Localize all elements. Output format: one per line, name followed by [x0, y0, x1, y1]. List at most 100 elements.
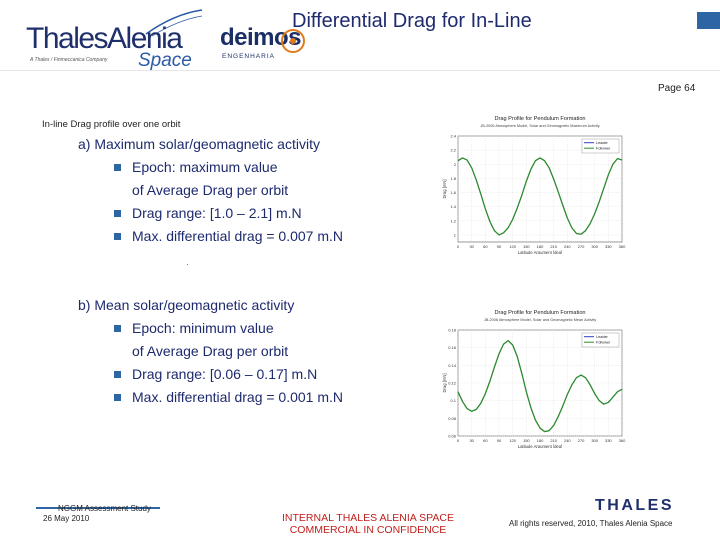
bullet-block-b: b) Mean solar/geomagnetic activity Epoch…: [78, 294, 343, 409]
y-tick-label: 0.12: [448, 381, 457, 386]
thales-alenia-space-logo: ThalesAlenia A Thales / Finmeccanica Com…: [26, 9, 203, 72]
y-axis-label: Drag [mN]: [442, 373, 447, 392]
logo-name: ThalesAlenia: [26, 22, 183, 55]
list-item-text: Drag range: [0.06 – 0.17] m.N: [132, 366, 318, 382]
page-number: Page 64: [658, 83, 696, 94]
x-tick-label: 210: [550, 438, 557, 443]
x-tick-label: 330: [605, 438, 612, 443]
confidentiality-notice: INTERNAL THALES ALENIA SPACE COMMERCIAL …: [282, 512, 454, 536]
stray-dot: [187, 264, 188, 265]
list-item: Drag range: [1.0 – 2.1] m.N: [114, 202, 343, 225]
square-bullet-icon: [114, 394, 121, 401]
corner-accent: [697, 12, 720, 29]
series-line-follower: [457, 339, 623, 433]
drag-chart-mean-activity: Drag Profile for Pendulum Formation JB-20…: [430, 308, 630, 448]
series-line-follower: [457, 157, 623, 236]
square-bullet-icon: [114, 233, 121, 240]
chart-subtitle: JB-2006 Atmosphere Model, Solar and Geom…: [484, 318, 596, 322]
square-bullet-icon: [114, 210, 121, 217]
legend-label: Leader: [596, 335, 609, 339]
square-bullet-icon: [114, 164, 121, 171]
y-tick-label: 0.06: [448, 434, 457, 439]
x-tick-label: 30: [469, 438, 474, 443]
header-divider: [0, 70, 720, 71]
list-item: Epoch: maximum value: [114, 156, 343, 179]
x-tick-label: 90: [497, 438, 502, 443]
x-tick-label: 120: [509, 244, 516, 249]
list-item-text: Epoch: maximum value: [132, 159, 278, 175]
x-tick-label: 210: [550, 244, 557, 249]
x-axis-label: Latitude Argument [deg]: [518, 444, 562, 448]
x-tick-label: 150: [523, 244, 530, 249]
x-tick-label: 180: [537, 438, 544, 443]
logo-tagline: A Thales / Finmeccanica Company: [30, 57, 108, 63]
x-tick-label: 330: [605, 244, 612, 249]
chart-svg: Drag Profile for Pendulum Formation JB-20…: [442, 310, 626, 448]
x-tick-label: 0: [457, 244, 460, 249]
list-item: Drag range: [0.06 – 0.17] m.N: [114, 363, 343, 386]
deimos-logo-subtitle: ENGENHARIA: [222, 53, 275, 60]
y-tick-label: 0.14: [448, 363, 457, 368]
square-bullet-icon: [114, 371, 121, 378]
y-tick-label: 2.2: [450, 148, 456, 153]
chart-svg: Drag Profile for Pendulum Formation JB-20…: [442, 116, 626, 254]
list-item: Epoch: minimum value: [114, 317, 343, 340]
x-tick-label: 240: [564, 244, 571, 249]
x-tick-label: 120: [509, 438, 516, 443]
chart-title: Drag Profile for Pendulum Formation: [494, 116, 585, 122]
bullet-block-a: a) Maximum solar/geomagnetic activity Ep…: [78, 133, 343, 248]
y-tick-label: 1: [454, 232, 457, 237]
block-heading: a) Maximum solar/geomagnetic activity: [78, 136, 320, 152]
list-item-text: Drag range: [1.0 – 2.1] m.N: [132, 205, 302, 221]
footer-study: NGGM Assessment Study: [58, 504, 151, 513]
copyright-notice: All rights reserved, 2010, Thales Alenia…: [509, 519, 673, 528]
footer-date: 26 May 2010: [43, 514, 90, 523]
list-item-text: Epoch: minimum value: [132, 320, 274, 336]
x-tick-label: 30: [469, 244, 474, 249]
legend-label: Follower: [596, 341, 611, 345]
y-tick-label: 1.4: [450, 204, 456, 209]
x-tick-label: 270: [578, 244, 585, 249]
x-tick-label: 270: [578, 438, 585, 443]
section-heading: In-line Drag profile over one orbit: [42, 119, 181, 130]
list-item: Max. differential drag = 0.001 m.N: [114, 386, 343, 409]
chart-title: Drag Profile for Pendulum Formation: [494, 310, 585, 316]
y-tick-label: 0.18: [448, 328, 457, 333]
y-axis-label: Drag [mN]: [442, 179, 447, 198]
x-tick-label: 300: [591, 244, 598, 249]
x-tick-label: 60: [483, 244, 488, 249]
list-item-text: Max. differential drag = 0.007 m.N: [132, 228, 344, 244]
y-tick-label: 1.8: [450, 176, 456, 181]
x-tick-label: 0: [457, 438, 460, 443]
x-tick-label: 360: [619, 438, 626, 443]
list-item: Max. differential drag = 0.007 m.N: [114, 225, 343, 248]
list-item-continuation: of Average Drag per orbit: [132, 343, 289, 359]
x-tick-label: 60: [483, 438, 488, 443]
y-tick-label: 0.16: [448, 345, 457, 350]
y-tick-label: 2.4: [450, 134, 456, 139]
x-tick-label: 300: [591, 438, 598, 443]
x-tick-label: 360: [619, 244, 626, 249]
thales-logo: THALES: [595, 497, 674, 514]
swoosh-icon: [145, 9, 203, 37]
orbit-ring-icon: [281, 29, 305, 53]
x-tick-label: 90: [497, 244, 502, 249]
y-tick-label: 2: [454, 162, 457, 167]
y-tick-label: 1.6: [450, 190, 456, 195]
deimos-logo: deimos ENGENHARIA: [220, 18, 312, 62]
page-title: Differential Drag for In-Line: [292, 10, 532, 32]
legend-label: Leader: [596, 141, 609, 145]
list-item-continuation: of Average Drag per orbit: [132, 182, 289, 198]
y-tick-label: 1.2: [450, 218, 456, 223]
block-heading: b) Mean solar/geomagnetic activity: [78, 297, 295, 313]
square-bullet-icon: [114, 325, 121, 332]
deimos-logo-name: deimos: [220, 24, 302, 51]
x-tick-label: 180: [537, 244, 544, 249]
x-tick-label: 150: [523, 438, 530, 443]
y-tick-label: 0.1: [450, 398, 456, 403]
x-axis-label: Latitude Argument [deg]: [518, 250, 562, 254]
y-tick-label: 0.08: [448, 416, 457, 421]
logo-suffix: Space: [138, 50, 192, 71]
list-item-text: Max. differential drag = 0.001 m.N: [132, 389, 344, 405]
drag-chart-max-activity: Drag Profile for Pendulum Formation JB-20…: [430, 114, 630, 254]
